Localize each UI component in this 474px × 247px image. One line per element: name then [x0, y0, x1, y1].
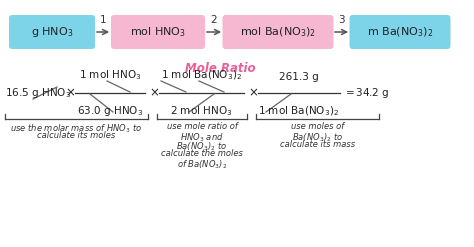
Text: 63.0 g HNO$_3$: 63.0 g HNO$_3$ — [77, 104, 143, 118]
Text: Ba(NO$_3$)$_2$ to: Ba(NO$_3$)$_2$ to — [176, 140, 228, 152]
Text: 1 mol Ba(NO$_3$)$_2$: 1 mol Ba(NO$_3$)$_2$ — [258, 104, 339, 118]
Text: $\times$: $\times$ — [149, 86, 159, 100]
FancyBboxPatch shape — [222, 15, 334, 49]
Text: $= 34.2$ g: $= 34.2$ g — [343, 86, 389, 100]
Text: 2: 2 — [210, 15, 217, 25]
Text: mol HNO$_3$: mol HNO$_3$ — [130, 25, 186, 39]
Text: use the molar mass of HNO$_3$ to: use the molar mass of HNO$_3$ to — [10, 122, 143, 135]
Text: Ba(NO$_3$)$_2$ to: Ba(NO$_3$)$_2$ to — [292, 131, 343, 144]
Text: m Ba(NO$_3$)$_2$: m Ba(NO$_3$)$_2$ — [367, 25, 433, 39]
Text: calculate its mass: calculate its mass — [280, 140, 355, 149]
FancyBboxPatch shape — [111, 15, 205, 49]
Text: 1: 1 — [100, 15, 106, 25]
Text: 2 mol HNO$_3$: 2 mol HNO$_3$ — [170, 104, 233, 118]
Text: 1 mol Ba(NO$_3$)$_2$: 1 mol Ba(NO$_3$)$_2$ — [161, 68, 242, 82]
Text: $\times$: $\times$ — [248, 86, 258, 100]
Text: 16.5 g HNO$_3$: 16.5 g HNO$_3$ — [5, 86, 71, 100]
FancyBboxPatch shape — [349, 15, 450, 49]
Text: use moles of: use moles of — [291, 122, 344, 131]
Text: calculate the moles: calculate the moles — [161, 149, 243, 158]
Text: Mole Ratio: Mole Ratio — [185, 62, 255, 75]
Text: g HNO$_3$: g HNO$_3$ — [31, 25, 73, 39]
Text: 3: 3 — [338, 15, 345, 25]
Text: mol Ba(NO$_3$)$_2$: mol Ba(NO$_3$)$_2$ — [240, 25, 316, 39]
FancyBboxPatch shape — [9, 15, 95, 49]
Text: $\times$: $\times$ — [65, 86, 75, 100]
Text: HNO$_3$ and: HNO$_3$ and — [180, 131, 224, 144]
Text: 1 mol HNO$_3$: 1 mol HNO$_3$ — [79, 68, 141, 82]
Text: of Ba(NO$_3$)$_2$: of Ba(NO$_3$)$_2$ — [177, 158, 227, 170]
Text: calculate its moles: calculate its moles — [37, 131, 116, 140]
Text: 261.3 g: 261.3 g — [279, 72, 319, 82]
Text: use mole ratio of: use mole ratio of — [166, 122, 237, 131]
